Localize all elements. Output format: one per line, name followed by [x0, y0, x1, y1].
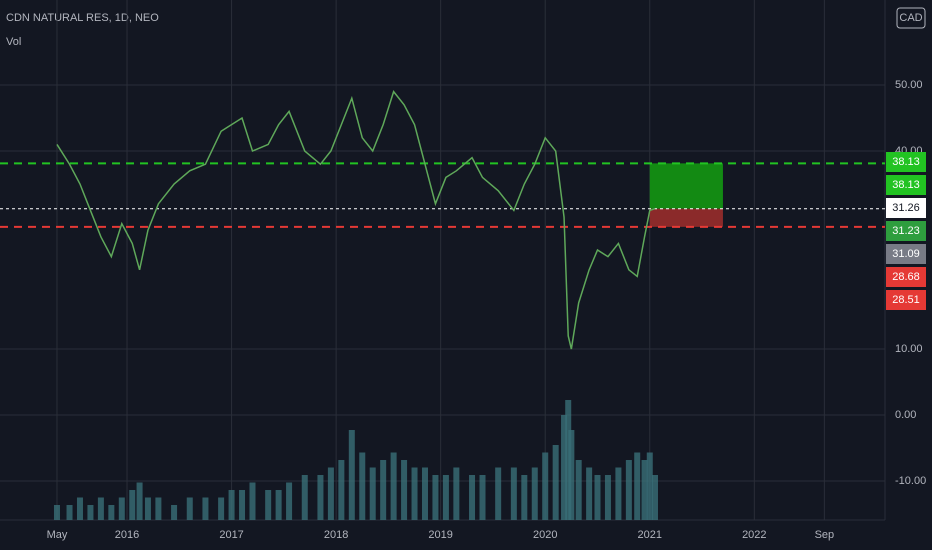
volume-bar	[604, 475, 611, 520]
x-tick-label: 2019	[428, 529, 452, 541]
volume-bar	[510, 467, 517, 520]
volume-bar	[186, 497, 193, 520]
volume-bar	[108, 505, 115, 520]
volume-bar	[521, 475, 528, 520]
x-tick-label: Sep	[815, 529, 835, 541]
volume-bar	[228, 490, 235, 520]
volume-bar	[202, 497, 209, 520]
volume-bar	[76, 497, 83, 520]
price-label-box	[886, 290, 926, 310]
price-label-box	[886, 198, 926, 218]
price-line	[56, 90, 656, 350]
volume-bar	[239, 490, 246, 520]
price-label: 38.13	[892, 179, 920, 191]
price-label: 28.51	[892, 294, 920, 306]
volume-bar	[338, 460, 345, 520]
volume-bar	[348, 430, 355, 520]
x-tick-label: 2017	[219, 529, 243, 541]
volume-bar	[565, 400, 572, 520]
volume-bar	[380, 460, 387, 520]
volume-bar	[421, 467, 428, 520]
price-label: 31.26	[892, 202, 920, 214]
price-label: 28.68	[892, 271, 920, 283]
currency-button[interactable]	[896, 7, 926, 29]
volume-bar	[359, 452, 366, 520]
volume-bar	[479, 475, 486, 520]
volume-bar	[218, 497, 225, 520]
price-label-box	[886, 152, 926, 172]
volume-bar	[641, 460, 648, 520]
volume-bar	[634, 452, 641, 520]
price-label-box	[886, 267, 926, 287]
volume-bar	[66, 505, 73, 520]
volume-bar	[568, 430, 575, 520]
x-tick-label: 2022	[742, 529, 766, 541]
currency-label[interactable]: CAD	[899, 12, 922, 24]
volume-bar	[453, 467, 460, 520]
position-target	[649, 163, 723, 209]
volume-bar	[275, 490, 282, 520]
price-label: 31.09	[892, 248, 920, 260]
volume-bar	[411, 467, 418, 520]
x-tick-label: May	[47, 529, 68, 541]
y-tick-label: 0.00	[895, 409, 916, 421]
x-tick-label: 2016	[115, 529, 139, 541]
position-stop	[649, 208, 723, 227]
x-tick-label: 2020	[533, 529, 557, 541]
volume-bar	[144, 497, 151, 520]
volume-bar	[249, 482, 256, 520]
price-label: 31.23	[892, 225, 920, 237]
volume-bar	[586, 467, 593, 520]
volume-bar	[317, 475, 324, 520]
volume-bar	[171, 505, 178, 520]
volume-bar	[327, 467, 334, 520]
volume-bar	[118, 497, 125, 520]
volume-bar	[442, 475, 449, 520]
volume-bar	[136, 482, 143, 520]
volume-bar	[301, 475, 308, 520]
volume-bar	[97, 497, 104, 520]
volume-bar	[646, 452, 653, 520]
volume-bar	[286, 482, 293, 520]
volume-bar	[265, 490, 272, 520]
volume-bar	[625, 460, 632, 520]
price-label-box	[886, 175, 926, 195]
volume-bar	[561, 415, 568, 520]
volume-bar	[401, 460, 408, 520]
price-label: 38.13	[892, 156, 920, 168]
volume-bar	[575, 460, 582, 520]
volume-bar	[531, 467, 538, 520]
volume-bar	[651, 475, 658, 520]
volume-bar	[552, 445, 559, 520]
y-tick-label: 10.00	[895, 343, 923, 355]
price-label-box	[886, 221, 926, 241]
y-tick-label: -10.00	[895, 475, 926, 487]
volume-bar	[469, 475, 476, 520]
chart-title: CDN NATURAL RES, 1D, NEO	[6, 12, 159, 24]
volume-bar	[87, 505, 94, 520]
volume-bar	[390, 452, 397, 520]
volume-bar	[495, 467, 502, 520]
x-tick-label: 2021	[638, 529, 662, 541]
volume-bar	[432, 475, 439, 520]
volume-bar	[594, 475, 601, 520]
price-label-box	[886, 244, 926, 264]
x-tick-label: 2018	[324, 529, 348, 541]
volume-label: Vol	[6, 36, 21, 48]
volume-bar	[129, 490, 136, 520]
volume-bar	[155, 497, 162, 520]
y-tick-label: 50.00	[895, 79, 923, 91]
volume-bar	[542, 452, 549, 520]
volume-bar	[615, 467, 622, 520]
volume-bar	[369, 467, 376, 520]
volume-bar	[53, 505, 60, 520]
